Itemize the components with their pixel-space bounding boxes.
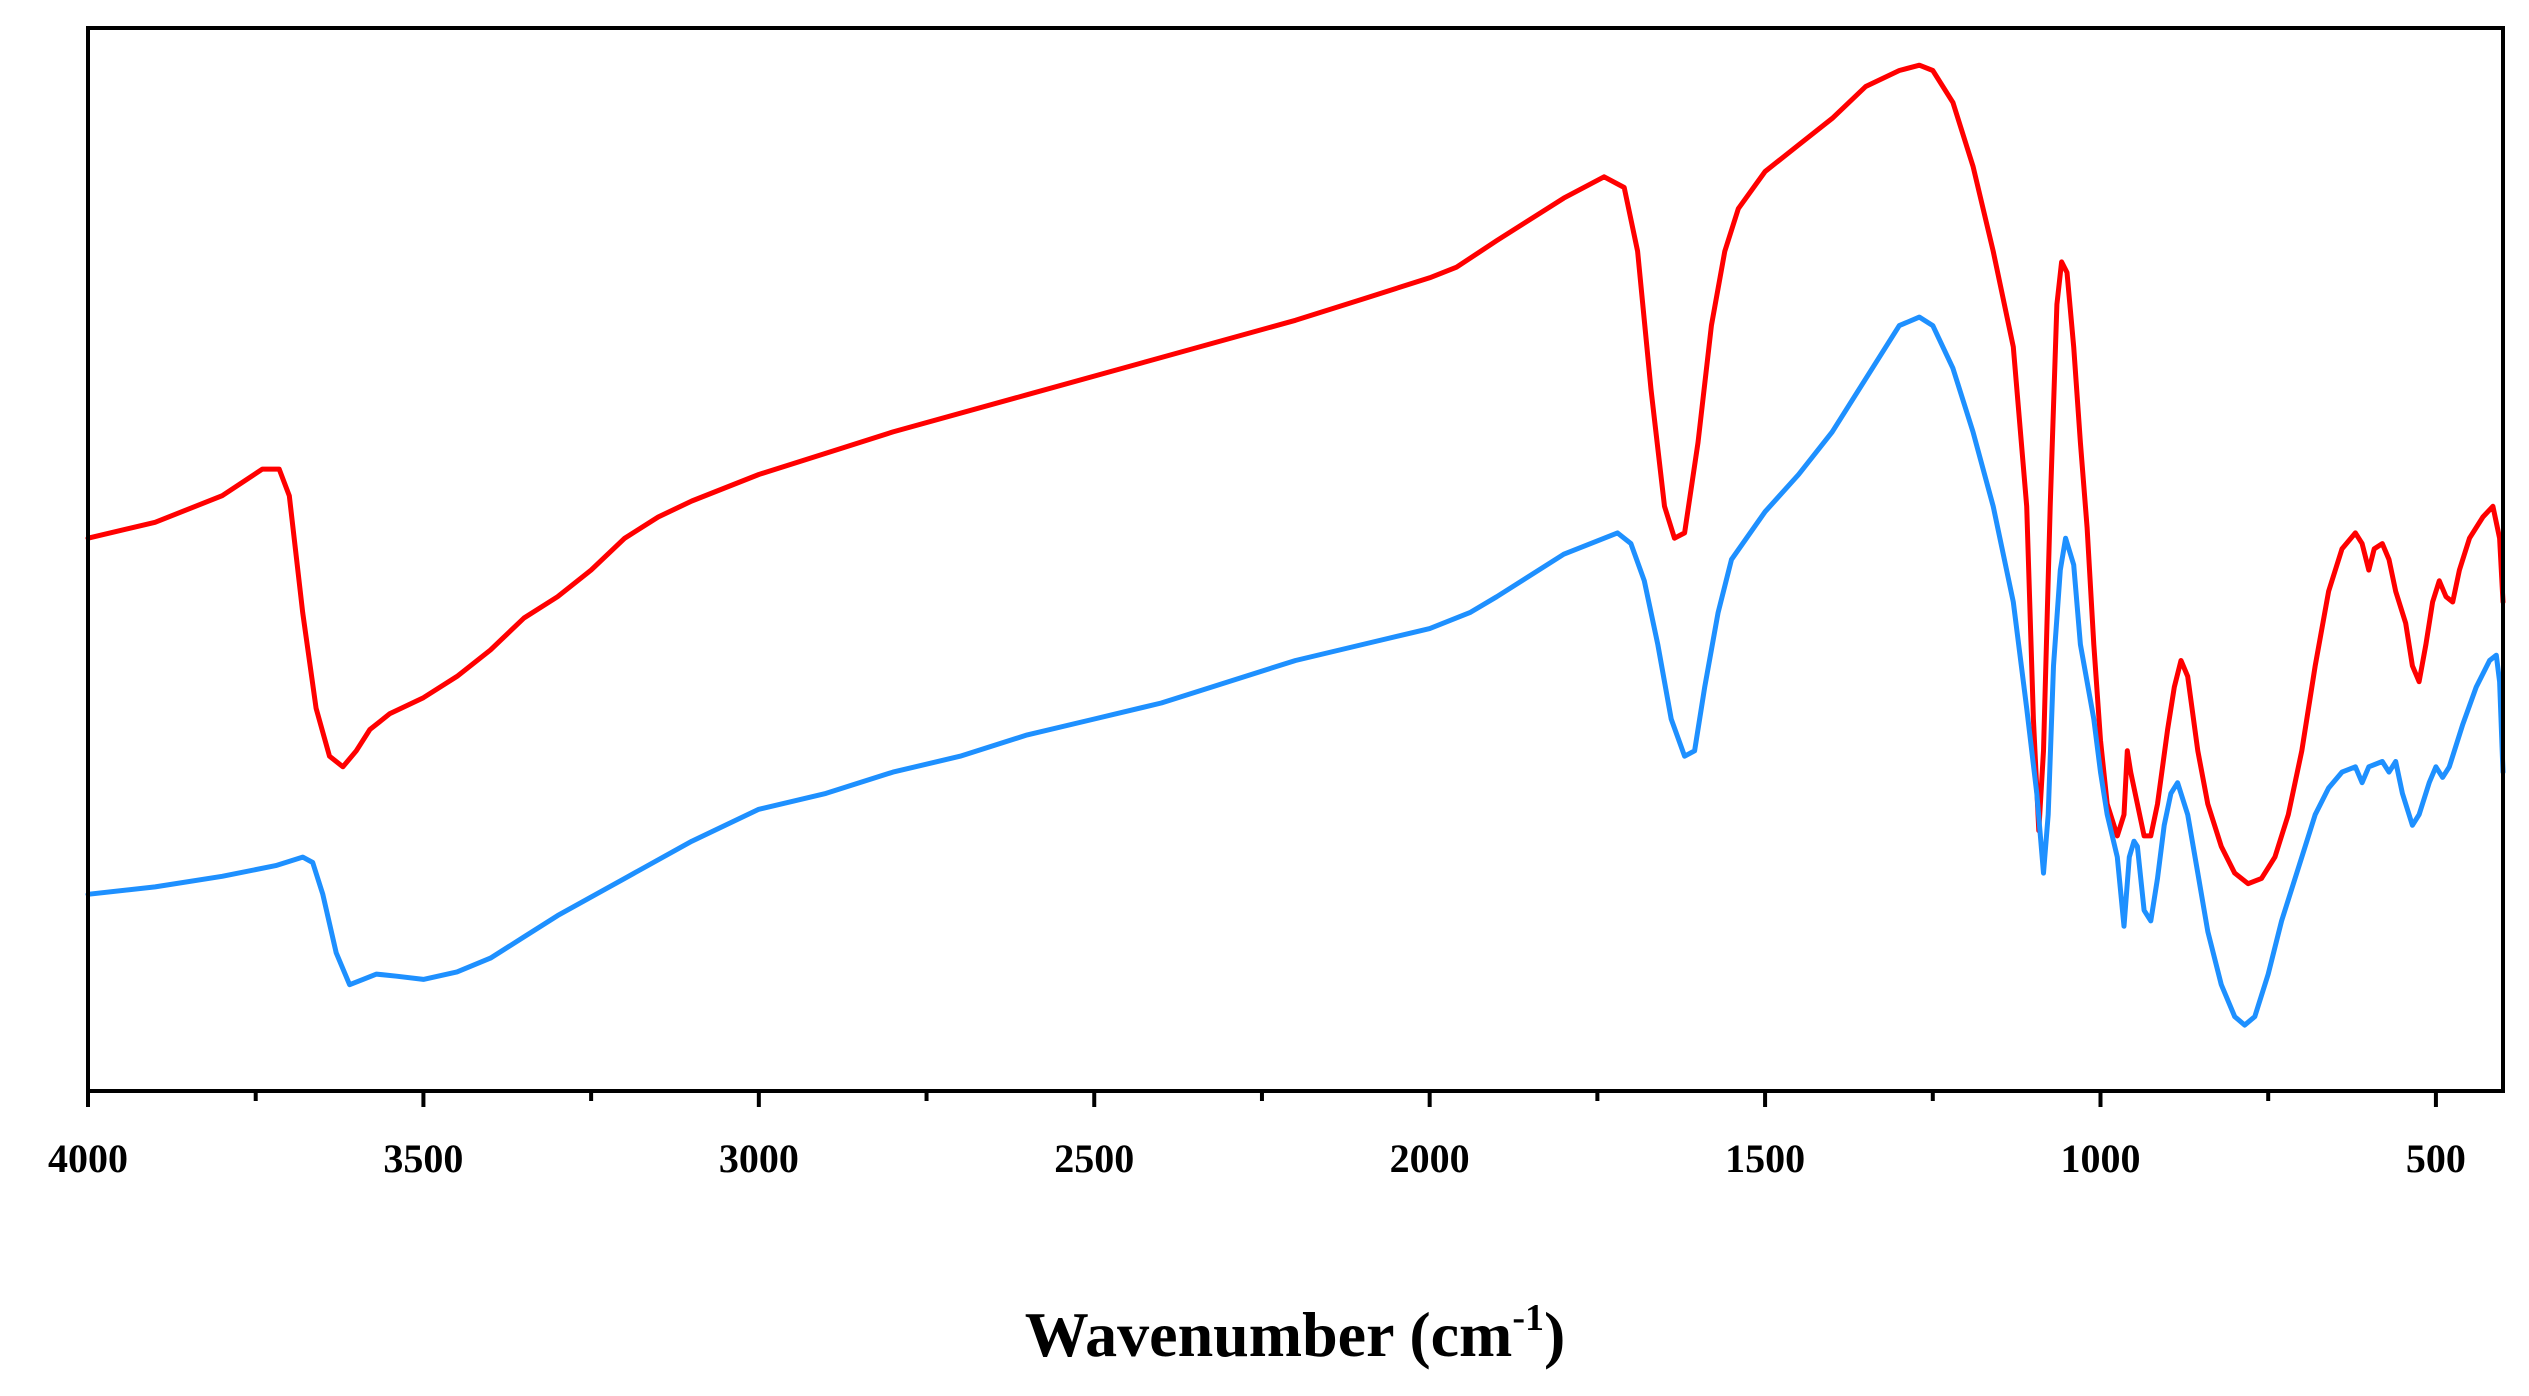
series-line-red (85, 62, 2506, 887)
x-tick-label: 1500 (1725, 1136, 1805, 1181)
series-line-blue (85, 314, 2506, 1028)
x-tick-label: 3000 (719, 1136, 799, 1181)
plot-frame (86, 26, 2505, 1093)
x-tick-label: 500 (2406, 1136, 2466, 1181)
x-axis-title: Wavenumber (cm-1) (1025, 1297, 1566, 1370)
series-layer (85, 62, 2506, 1028)
x-tick-label: 2500 (1054, 1136, 1134, 1181)
x-axis-ticks (86, 1091, 2438, 1107)
x-axis-tick-labels: 4000 3500 3000 2500 2000 1500 1000 500 (48, 1136, 2466, 1181)
x-tick-label: 3500 (383, 1136, 463, 1181)
x-axis-title-superscript: -1 (1512, 1297, 1544, 1339)
x-tick-label: 2000 (1390, 1136, 1470, 1181)
x-tick-label: 1000 (2061, 1136, 2141, 1181)
x-axis-title-main: Wavenumber (cm (1025, 1299, 1513, 1370)
x-axis-title-suffix: ) (1544, 1299, 1565, 1370)
x-tick-label: 4000 (48, 1136, 128, 1181)
